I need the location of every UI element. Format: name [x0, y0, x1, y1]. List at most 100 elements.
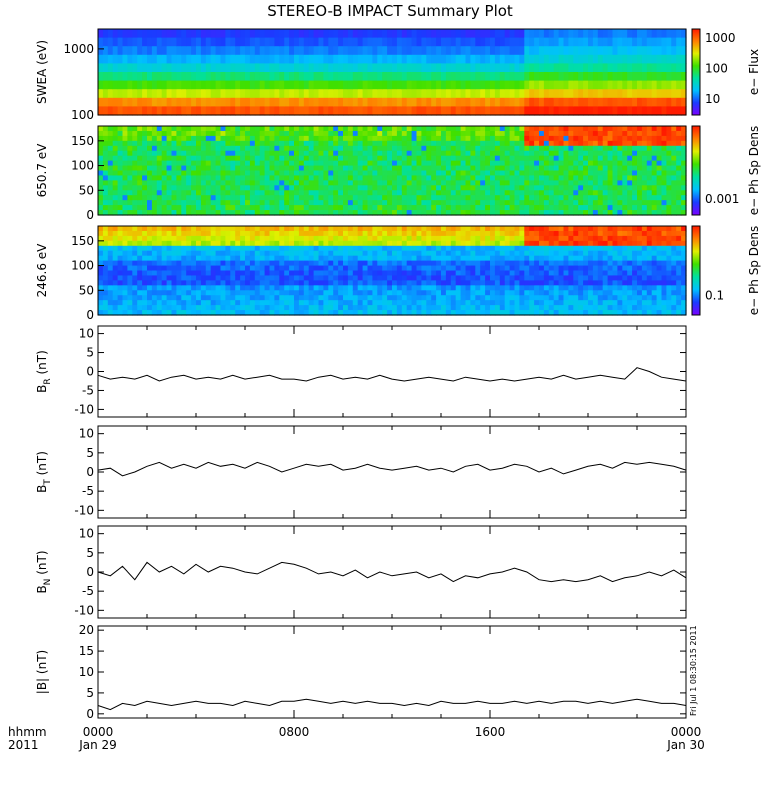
heatmap-cell [603, 38, 609, 47]
heatmap-cell [392, 180, 398, 186]
heatmap-cell [436, 166, 442, 172]
heatmap-cell [245, 72, 251, 81]
heatmap-cell [196, 266, 202, 272]
heatmap-cell [304, 131, 310, 137]
heatmap-cell [436, 300, 442, 306]
heatmap-cell [167, 89, 173, 98]
heatmap-cell [132, 175, 138, 181]
heatmap-cell [255, 305, 260, 311]
heatmap-cell [309, 246, 315, 252]
heatmap-cell [475, 156, 481, 162]
heatmap-cell [461, 251, 467, 257]
heatmap-cell [456, 300, 462, 306]
heatmap-cell [657, 166, 663, 172]
heatmap-cell [466, 156, 472, 162]
heatmap-cell [578, 136, 584, 142]
heatmap-cell [559, 180, 565, 186]
heatmap-cell [515, 38, 521, 47]
heatmap-cell [299, 156, 305, 162]
heatmap-cell [127, 38, 132, 47]
heatmap-cell [245, 231, 251, 237]
heatmap-cell [466, 266, 472, 272]
heatmap-cell [172, 106, 178, 115]
heatmap-cell [98, 195, 104, 201]
heatmap-cell [490, 200, 496, 206]
heatmap-cell [363, 305, 369, 311]
heatmap-cell [358, 29, 364, 38]
heatmap-cell [172, 136, 178, 142]
heatmap-cell [534, 151, 540, 157]
heatmap-cell [382, 195, 388, 201]
heatmap-cell [588, 180, 594, 186]
heatmap-cell [466, 231, 472, 237]
heatmap-cell [510, 275, 515, 281]
heatmap-cell [250, 295, 256, 301]
heatmap-cell [353, 146, 359, 152]
heatmap-cell [549, 156, 555, 162]
heatmap-cell [642, 151, 648, 157]
heatmap-cell [539, 63, 545, 72]
heatmap-cell [108, 241, 114, 247]
heatmap-cell [387, 126, 393, 132]
heatmap-cell [642, 29, 648, 38]
heatmap-cell [108, 200, 114, 206]
heatmap-cell [456, 55, 462, 64]
heatmap-cell [137, 195, 143, 201]
heatmap-cell [250, 251, 256, 257]
heatmap-cell [377, 126, 383, 132]
heatmap-cell [328, 106, 334, 115]
heatmap-cell [666, 166, 672, 172]
heatmap-cell [417, 285, 423, 291]
heatmap-cell [304, 106, 310, 115]
heatmap-cell [181, 126, 187, 132]
heatmap-cell [201, 98, 207, 107]
heatmap-cell [201, 180, 207, 186]
heatmap-cell [250, 38, 256, 47]
heatmap-cell [314, 200, 320, 206]
heatmap-cell [113, 241, 119, 247]
heatmap-cell [485, 266, 491, 272]
heatmap-cell [657, 190, 663, 196]
heatmap-cell [167, 275, 173, 281]
heatmap-cell [470, 261, 476, 267]
heatmap-cell [172, 63, 178, 72]
heatmap-cell [412, 290, 418, 296]
heatmap-cell [245, 106, 251, 115]
heatmap-cell [451, 141, 457, 147]
heatmap-cell [363, 266, 369, 272]
heatmap-cell [657, 126, 663, 132]
heatmap-cell [127, 275, 132, 281]
heatmap-cell [240, 190, 246, 196]
heatmap-cell [421, 295, 427, 301]
heatmap-cell [358, 295, 364, 301]
heatmap-cell [142, 29, 148, 38]
heatmap-cell [358, 175, 364, 181]
heatmap-cell [319, 251, 325, 257]
heatmap-cell [515, 275, 521, 281]
heatmap-cell [338, 190, 344, 196]
heatmap-cell [510, 55, 515, 64]
heatmap-cell [103, 166, 109, 172]
heatmap-cell [515, 305, 521, 311]
heatmap-cell [123, 55, 129, 64]
heatmap-cell [304, 231, 310, 237]
heatmap-cell [123, 300, 129, 306]
heatmap-cell [284, 271, 290, 277]
heatmap-cell [426, 131, 432, 137]
heatmap-cell [196, 156, 202, 162]
heatmap-cell [676, 89, 682, 98]
heatmap-cell [328, 156, 334, 162]
heatmap-cell [593, 38, 599, 47]
heatmap-cell [299, 266, 305, 272]
heatmap-cell [475, 126, 481, 132]
heatmap-cell [348, 151, 354, 157]
heatmap-cell [328, 195, 334, 201]
heatmap-cell [348, 81, 354, 90]
heatmap-cell [127, 151, 132, 157]
heatmap-cell [554, 156, 560, 162]
heatmap-cell [274, 290, 280, 296]
heatmap-cell [402, 81, 408, 90]
heatmap-cell [392, 63, 398, 72]
heatmap-cell [157, 72, 163, 81]
heatmap-cell [470, 285, 476, 291]
